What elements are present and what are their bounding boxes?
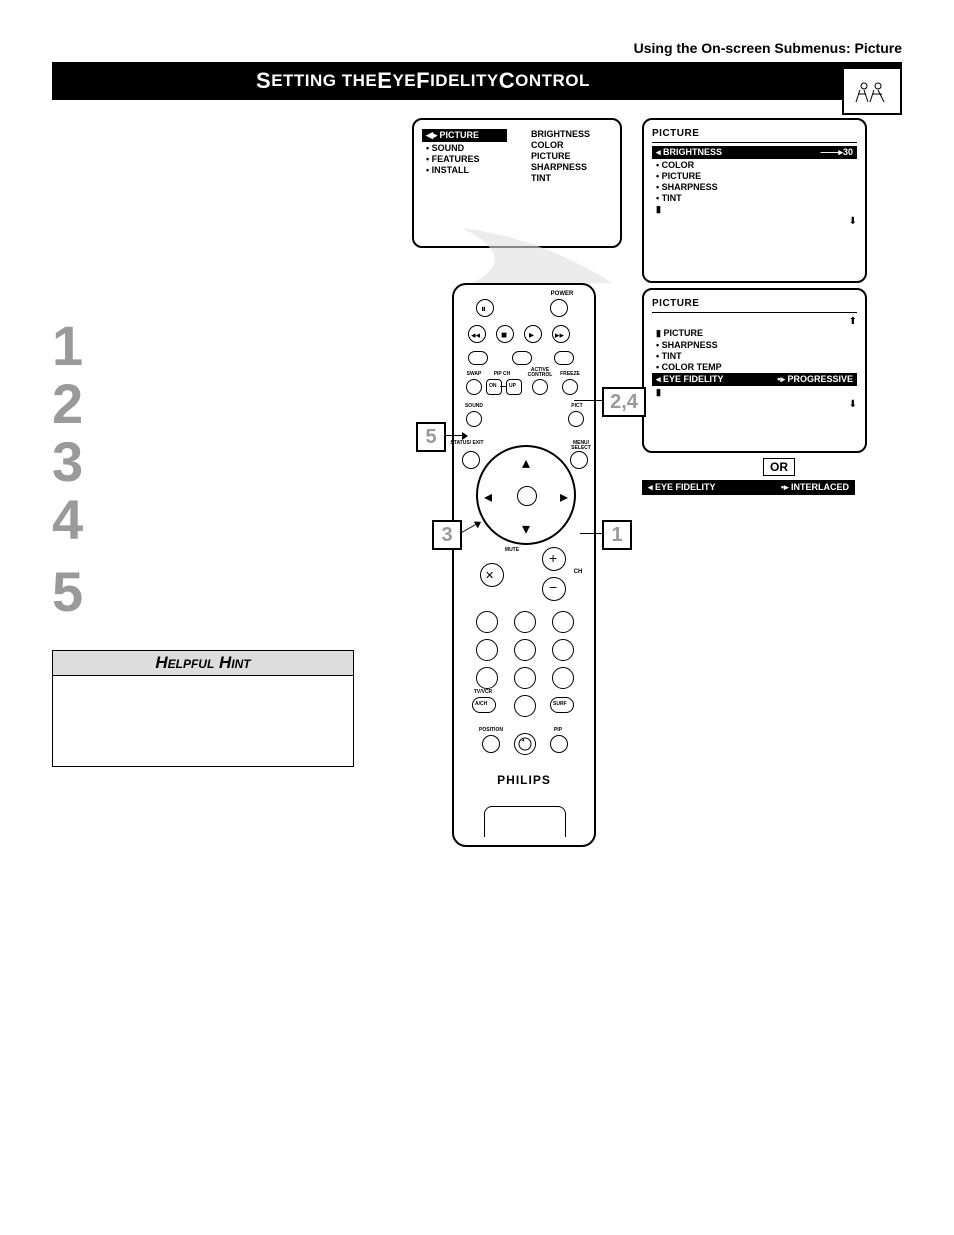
freeze-button[interactable] xyxy=(562,379,578,395)
osd-screen-eye-fidelity: PICTURE ⬆ ▮ PICTURE • SHARPNESS • TINT •… xyxy=(642,288,867,453)
numpad-7[interactable] xyxy=(476,667,498,689)
numpad-0[interactable] xyxy=(514,695,536,717)
numpad-2[interactable] xyxy=(514,611,536,633)
status-exit-button[interactable] xyxy=(462,451,480,469)
surf-button[interactable]: SURF xyxy=(550,697,574,713)
svg-text:−: − xyxy=(549,579,557,595)
numpad-1[interactable] xyxy=(476,611,498,633)
numpad-3[interactable] xyxy=(552,611,574,633)
step-1: 1 xyxy=(52,318,83,374)
step-5: 5 xyxy=(52,564,83,620)
breadcrumb: Using the On-screen Submenus: Picture xyxy=(52,40,902,56)
sound-button[interactable] xyxy=(466,411,482,427)
numpad-6[interactable] xyxy=(552,639,574,661)
pause-icon: ⏸ xyxy=(476,299,494,317)
menu-select-button[interactable] xyxy=(570,451,588,469)
play-button[interactable]: ▸ xyxy=(524,325,542,343)
osd-alternate: OR ◂ EYE FIDELITY•▸ INTERLACED xyxy=(642,454,855,495)
pip-button[interactable] xyxy=(550,735,568,753)
svg-text:◂◂: ◂◂ xyxy=(471,330,481,340)
callout-1: 1 xyxy=(602,520,632,550)
svg-text:▸: ▸ xyxy=(529,330,534,341)
nav-center-button[interactable]: ▴ xyxy=(514,733,536,755)
swap-button[interactable] xyxy=(466,379,482,395)
brand-label: PHILIPS xyxy=(454,773,594,787)
tv-button[interactable] xyxy=(468,351,488,365)
numpad-5[interactable] xyxy=(514,639,536,661)
mute-button[interactable]: ✕ xyxy=(480,563,504,587)
steps-column: 1 2 3 4 5 Helpful Hint xyxy=(52,318,362,767)
acc-button[interactable] xyxy=(554,351,574,365)
numpad-9[interactable] xyxy=(552,667,574,689)
cursor-ring[interactable]: ▴ ▾ ◂ ▸ xyxy=(476,445,576,545)
step-4: 4 xyxy=(52,492,83,548)
hint-title: Helpful Hint xyxy=(53,651,353,676)
position-button[interactable] xyxy=(482,735,500,753)
svg-text:+: + xyxy=(549,550,557,566)
page-title-bar: SETTING THE EYE FIDELITY CONTROL xyxy=(52,62,902,100)
sweep-decoration xyxy=(462,228,622,288)
svg-text:▸▸: ▸▸ xyxy=(555,330,565,340)
helpful-hint-box: Helpful Hint xyxy=(52,650,354,767)
callout-5: 5 xyxy=(416,422,446,452)
svg-text:■: ■ xyxy=(501,330,507,341)
step-2: 2 xyxy=(52,376,83,432)
numpad-4[interactable] xyxy=(476,639,498,661)
step-3: 3 xyxy=(52,434,83,490)
ch-minus-button[interactable]: − xyxy=(542,577,566,601)
numpad-8[interactable] xyxy=(514,667,536,689)
pict-button[interactable] xyxy=(568,411,584,427)
rewind-button[interactable]: ◂◂ xyxy=(468,325,486,343)
active-control-button[interactable] xyxy=(532,379,548,395)
osd-screen-brightness: PICTURE ◂ BRIGHTNESS——▸30 • COLOR • PICT… xyxy=(642,118,867,283)
power-button[interactable] xyxy=(550,299,568,317)
ch-plus-button[interactable]: + xyxy=(542,547,566,571)
ff-button[interactable]: ▸▸ xyxy=(552,325,570,343)
callout-3: 3 xyxy=(432,520,462,550)
svg-text:✕: ✕ xyxy=(485,570,494,582)
svg-text:⏸: ⏸ xyxy=(481,304,486,315)
ach-button[interactable]: A/CH xyxy=(472,697,496,713)
stop-button[interactable]: ■ xyxy=(496,325,514,343)
vcr-button[interactable] xyxy=(512,351,532,365)
callout-2-4: 2,4 xyxy=(602,387,646,417)
pip-up-button[interactable]: UP xyxy=(506,379,522,395)
remote-control: POWER ⏸ ◂◂ ■ ▸ ▸▸ TV VCR ACC SWAP xyxy=(452,283,596,847)
pip-on-button[interactable]: ON xyxy=(486,379,502,395)
